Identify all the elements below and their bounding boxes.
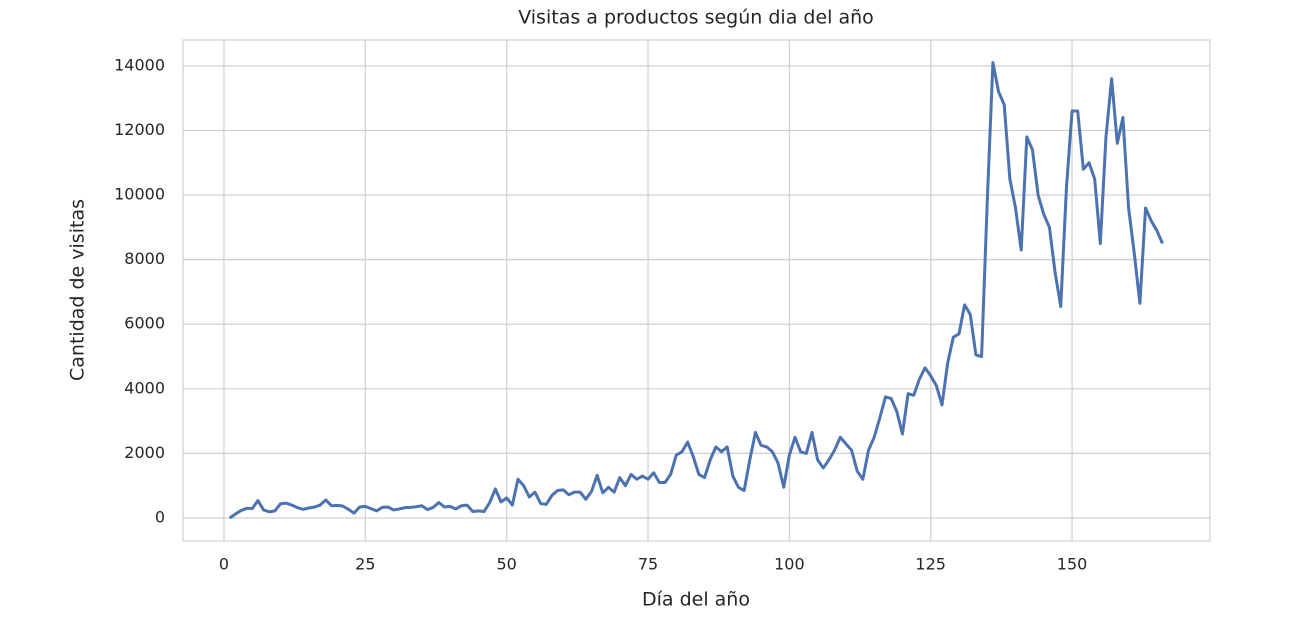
data-line	[228, 61, 1164, 520]
x-tick-label: 50	[496, 555, 516, 574]
y-axis-label: Cantidad de visitas	[67, 199, 89, 381]
x-axis-label: Día del año	[642, 589, 750, 611]
y-tick-label: 0	[155, 508, 165, 527]
y-tick-label: 12000	[114, 120, 165, 139]
y-tick-label: 10000	[114, 185, 165, 204]
x-tick-label: 25	[355, 555, 375, 574]
y-tick-label: 14000	[114, 55, 165, 74]
x-tick-label: 150	[1057, 555, 1088, 574]
y-tick-label: 4000	[124, 378, 165, 397]
plot-frame	[182, 39, 1211, 542]
x-tick-label: 75	[638, 555, 658, 574]
x-tick-label: 125	[915, 555, 946, 574]
y-tick-label: 6000	[124, 314, 165, 333]
y-tick-label: 2000	[124, 443, 165, 462]
x-tick-label: 100	[774, 555, 805, 574]
chart-title: Visitas a productos según dia del año	[518, 7, 874, 29]
y-tick-label: 8000	[124, 249, 165, 268]
x-tick-label: 0	[219, 555, 229, 574]
